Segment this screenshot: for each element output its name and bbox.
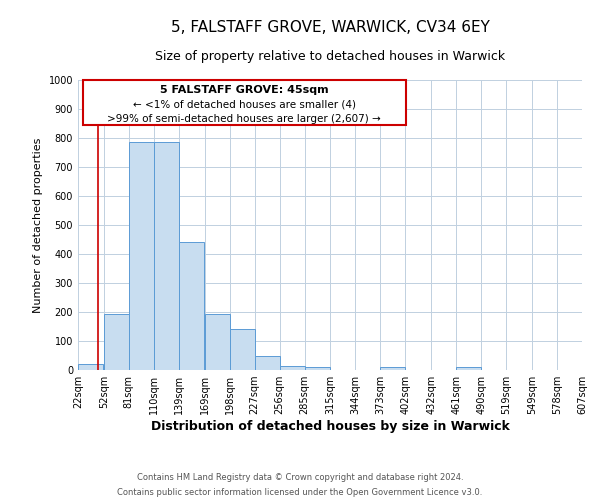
Text: 5 FALSTAFF GROVE: 45sqm: 5 FALSTAFF GROVE: 45sqm [160,85,329,95]
Bar [380,367,406,370]
Bar [280,366,305,370]
Bar [305,367,329,370]
Bar [205,314,230,370]
Bar [254,356,280,370]
Y-axis label: Number of detached properties: Number of detached properties [33,138,43,312]
Bar [104,314,129,370]
Text: Size of property relative to detached houses in Warwick: Size of property relative to detached ho… [155,50,505,63]
Bar [154,142,179,370]
Bar [78,364,103,370]
Bar [179,242,204,370]
X-axis label: Distribution of detached houses by size in Warwick: Distribution of detached houses by size … [151,420,509,433]
Text: 5, FALSTAFF GROVE, WARWICK, CV34 6EY: 5, FALSTAFF GROVE, WARWICK, CV34 6EY [170,20,490,35]
Text: Contains public sector information licensed under the Open Government Licence v3: Contains public sector information licen… [118,488,482,497]
Bar [129,142,154,370]
Text: Contains HM Land Registry data © Crown copyright and database right 2024.: Contains HM Land Registry data © Crown c… [137,473,463,482]
Bar [456,367,481,370]
Text: ← <1% of detached houses are smaller (4): ← <1% of detached houses are smaller (4) [133,100,356,110]
Bar [230,330,254,370]
Text: >99% of semi-detached houses are larger (2,607) →: >99% of semi-detached houses are larger … [107,114,381,124]
FancyBboxPatch shape [83,80,406,125]
